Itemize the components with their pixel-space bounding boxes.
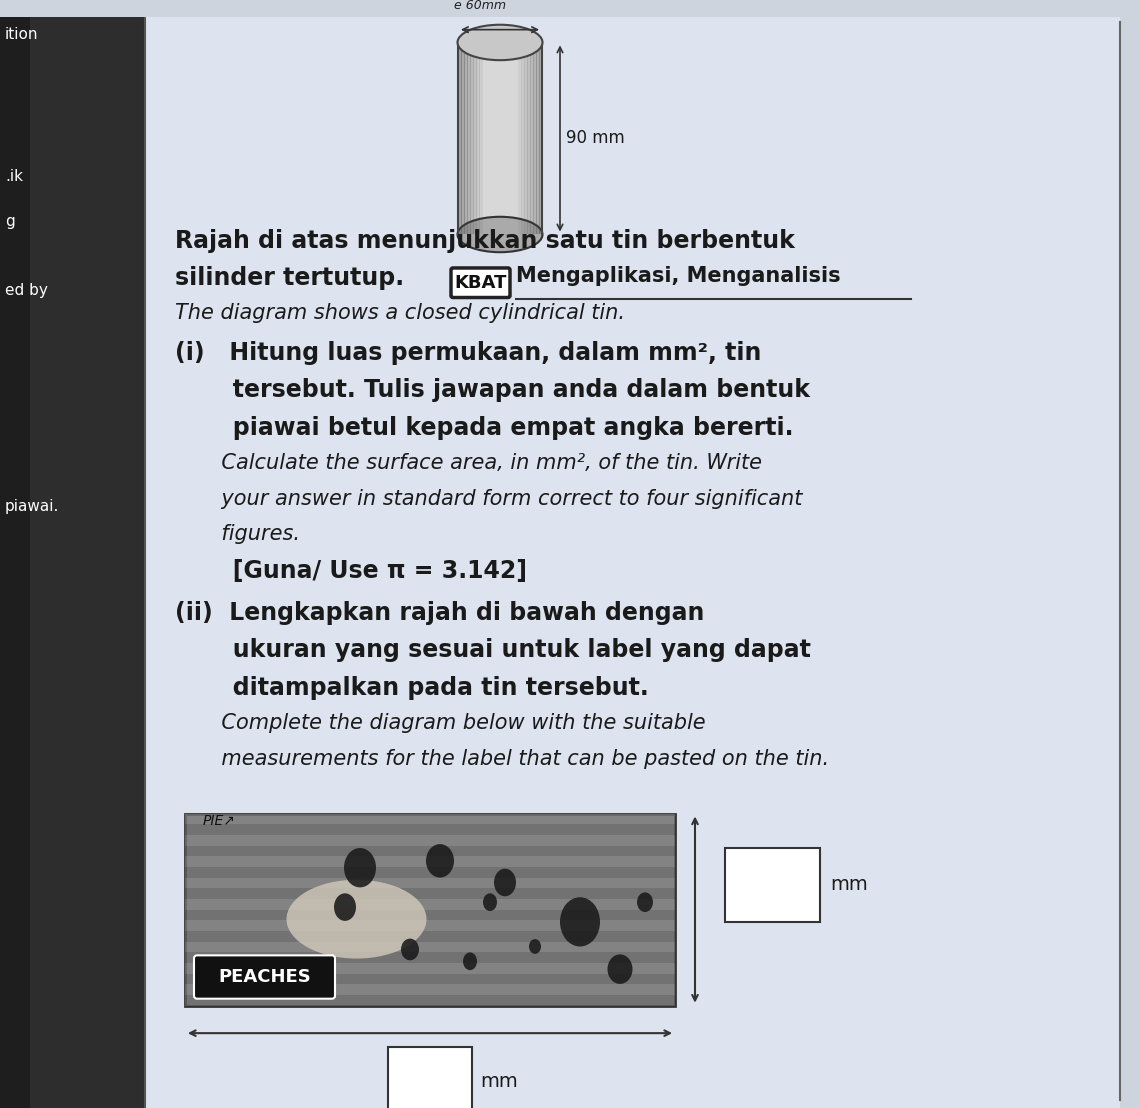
Ellipse shape <box>529 940 542 954</box>
Bar <box>185 963 675 974</box>
Text: (i)   Hitung luas permukaan, dalam mm², tin: (i) Hitung luas permukaan, dalam mm², ti… <box>176 341 762 365</box>
Text: measurements for the label that can be pasted on the tin.: measurements for the label that can be p… <box>176 749 829 769</box>
Bar <box>467 42 471 235</box>
Text: Rajah di atas menunjukkan satu tin berbentuk: Rajah di atas menunjukkan satu tin berbe… <box>176 228 795 253</box>
Ellipse shape <box>401 938 420 961</box>
Bar <box>185 921 675 931</box>
Text: piawai.: piawai. <box>5 500 59 514</box>
Text: Calculate the surface area, in mm², of the tin. Write: Calculate the surface area, in mm², of t… <box>176 453 762 473</box>
Text: Mengaplikasi, Menganalisis: Mengaplikasi, Menganalisis <box>516 266 840 286</box>
Bar <box>185 813 675 1006</box>
Text: ed by: ed by <box>5 283 48 298</box>
Bar <box>185 835 675 845</box>
Text: PIE↗: PIE↗ <box>203 814 236 829</box>
Text: (ii)  Lengkapkan rajah di bawah dengan: (ii) Lengkapkan rajah di bawah dengan <box>176 601 705 625</box>
Bar <box>185 866 675 878</box>
Ellipse shape <box>463 953 477 971</box>
Ellipse shape <box>334 893 356 921</box>
FancyBboxPatch shape <box>194 955 335 998</box>
Text: KBAT: KBAT <box>455 274 506 291</box>
Ellipse shape <box>494 869 516 896</box>
Text: mm: mm <box>830 875 868 894</box>
Bar <box>536 42 540 235</box>
Bar <box>185 878 675 889</box>
Ellipse shape <box>457 217 543 253</box>
Bar <box>185 910 675 921</box>
Bar <box>461 42 465 235</box>
Bar <box>539 42 543 235</box>
Text: [Guna/ Use π = 3.142]: [Guna/ Use π = 3.142] <box>176 560 527 584</box>
Text: e 60mm: e 60mm <box>454 0 506 12</box>
Bar <box>458 42 462 235</box>
Text: The diagram shows a closed cylindrical tin.: The diagram shows a closed cylindrical t… <box>176 304 625 324</box>
Bar <box>527 42 531 235</box>
Bar <box>185 824 675 835</box>
Bar <box>0 17 145 1108</box>
Ellipse shape <box>344 848 376 888</box>
Text: ition: ition <box>5 27 39 42</box>
Bar <box>185 974 675 984</box>
Bar <box>185 931 675 942</box>
Bar <box>185 984 675 995</box>
Bar <box>458 42 543 235</box>
Ellipse shape <box>457 24 543 60</box>
Text: Complete the diagram below with the suitable: Complete the diagram below with the suit… <box>176 714 706 733</box>
Text: ukuran yang sesuai untuk label yang dapat: ukuran yang sesuai untuk label yang dapa… <box>176 638 811 663</box>
Bar <box>477 42 480 235</box>
Text: PEACHES: PEACHES <box>218 968 311 986</box>
Bar <box>534 42 537 235</box>
Bar <box>470 42 474 235</box>
Bar <box>524 42 528 235</box>
Text: ditampalkan pada tin tersebut.: ditampalkan pada tin tersebut. <box>176 676 649 699</box>
Ellipse shape <box>560 897 600 946</box>
Text: silinder tertutup.: silinder tertutup. <box>176 266 413 290</box>
Text: your answer in standard form correct to four significant: your answer in standard form correct to … <box>176 489 803 509</box>
Bar <box>473 42 477 235</box>
Text: mm: mm <box>480 1071 518 1091</box>
Text: figures.: figures. <box>176 524 300 544</box>
Bar <box>185 942 675 952</box>
Bar <box>185 856 675 866</box>
Bar <box>464 42 469 235</box>
Bar <box>530 42 534 235</box>
FancyBboxPatch shape <box>451 268 510 298</box>
Text: g: g <box>5 214 15 229</box>
Bar <box>479 42 483 235</box>
Bar <box>185 813 675 824</box>
Bar <box>185 845 675 856</box>
Bar <box>185 889 675 899</box>
Text: piawai betul kepada empat angka bererti.: piawai betul kepada empat angka bererti. <box>176 416 793 440</box>
Bar <box>521 42 526 235</box>
Ellipse shape <box>426 844 454 878</box>
Bar <box>30 17 145 1108</box>
Ellipse shape <box>483 893 497 911</box>
Text: .ik: .ik <box>5 170 23 185</box>
Ellipse shape <box>608 954 633 984</box>
Text: tersebut. Tulis jawapan anda dalam bentuk: tersebut. Tulis jawapan anda dalam bentu… <box>176 378 811 402</box>
Bar <box>145 17 1119 1108</box>
Bar <box>185 952 675 963</box>
Bar <box>185 899 675 910</box>
Bar <box>518 42 522 235</box>
Text: 90 mm: 90 mm <box>565 130 625 147</box>
Bar <box>725 848 820 922</box>
Bar <box>185 995 675 1006</box>
Bar <box>388 1047 472 1108</box>
Ellipse shape <box>286 880 426 958</box>
Ellipse shape <box>637 892 653 912</box>
